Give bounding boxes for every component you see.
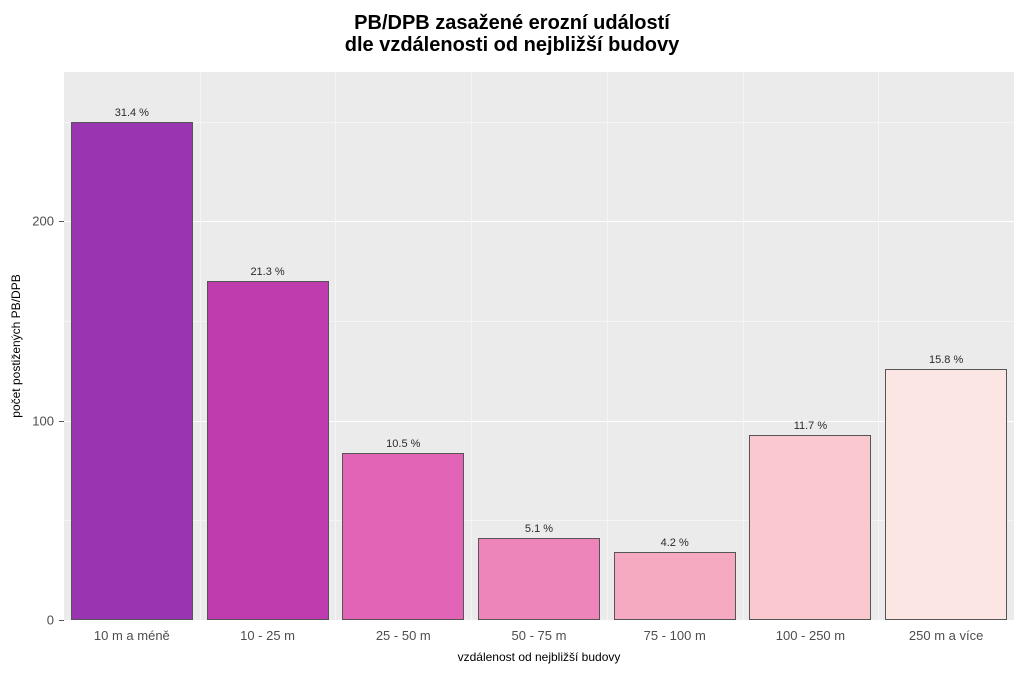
- bar: [342, 453, 464, 620]
- y-tick-label: 0: [0, 613, 54, 628]
- gridline-minor-v: [200, 72, 201, 620]
- gridline-major: [64, 620, 1014, 621]
- chart-title: PB/DPB zasažené erozní událostídle vzdál…: [0, 12, 1024, 56]
- x-tick-label: 50 - 75 m: [512, 628, 567, 643]
- gridline-major: [64, 221, 1014, 222]
- bar-pct-label: 15.8 %: [929, 354, 963, 366]
- x-tick-label: 75 - 100 m: [644, 628, 706, 643]
- y-tick: [59, 620, 64, 621]
- y-tick-label: 200: [0, 214, 54, 229]
- bar: [207, 281, 329, 620]
- x-tick-label: 250 m a více: [909, 628, 983, 643]
- y-tick: [59, 421, 64, 422]
- chart-title-line: PB/DPB zasažené erozní událostí: [0, 12, 1024, 34]
- bar: [749, 435, 871, 620]
- plot-area: 31.4 % 21.3 % 10.5 % 5.1 % 4.2 % 11.7 % 15.8 %: [64, 72, 1014, 620]
- x-tick-label: 10 - 25 m: [240, 628, 295, 643]
- gridline-minor-v: [878, 72, 879, 620]
- gridline-minor-v: [743, 72, 744, 620]
- bar: [71, 122, 193, 620]
- bar: [614, 552, 736, 620]
- gridline-minor-v: [471, 72, 472, 620]
- x-tick-label: 10 m a méně: [94, 628, 170, 643]
- gridline-minor-v: [607, 72, 608, 620]
- bar: [885, 369, 1007, 620]
- bar-pct-label: 5.1 %: [525, 523, 553, 535]
- y-tick: [59, 221, 64, 222]
- bar-pct-label: 4.2 %: [661, 537, 689, 549]
- y-axis-label: počet postižených PB/DPB: [9, 274, 23, 417]
- gridline-minor: [64, 122, 1014, 123]
- chart-container: PB/DPB zasažené erozní událostídle vzdál…: [0, 0, 1024, 682]
- chart-title-line: dle vzdálenosti od nejbližší budovy: [0, 34, 1024, 56]
- gridline-minor-v: [335, 72, 336, 620]
- bar-pct-label: 10.5 %: [386, 438, 420, 450]
- x-tick-label: 25 - 50 m: [376, 628, 431, 643]
- bar: [478, 538, 600, 620]
- x-axis-label: vzdálenost od nejbližší budovy: [64, 650, 1014, 664]
- bar-pct-label: 11.7 %: [794, 420, 827, 432]
- x-tick-label: 100 - 250 m: [776, 628, 845, 643]
- bar-pct-label: 21.3 %: [250, 266, 284, 278]
- bar-pct-label: 31.4 %: [115, 107, 149, 119]
